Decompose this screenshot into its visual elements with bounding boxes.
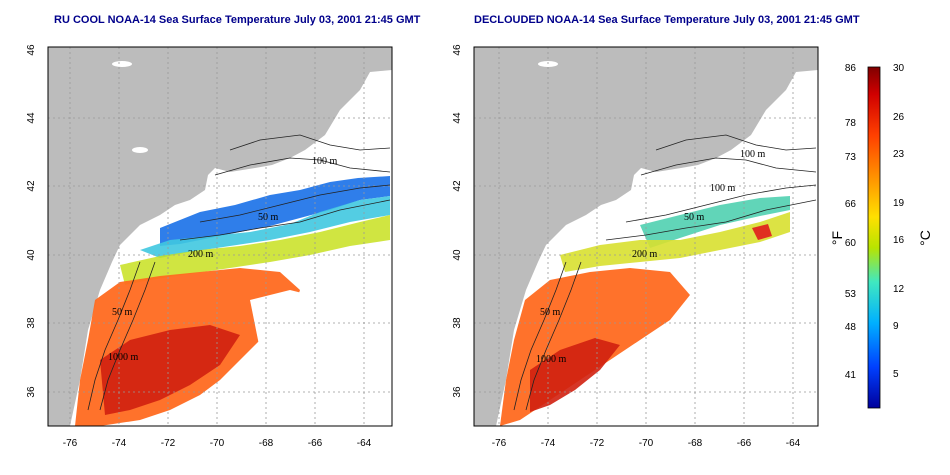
- colorbar-c-tick: 5: [893, 369, 899, 380]
- left-cloud-patch: [250, 290, 340, 370]
- right-map-panel: DECLOUDED NOAA-14 Sea Surface Temperatur…: [452, 14, 860, 449]
- right-lat-tick: 42: [452, 180, 463, 192]
- right-sst-cool-band: [640, 196, 790, 248]
- left-contour-label-2: 50 m: [258, 212, 279, 223]
- left-lat-tick: 46: [26, 44, 37, 56]
- right-lon-tick: -68: [688, 438, 703, 449]
- colorbar-fahrenheit-label: °F: [829, 231, 845, 245]
- left-lake-2: [132, 147, 148, 153]
- colorbar-f-tick: 48: [845, 322, 857, 333]
- left-lon-tick: -74: [112, 438, 127, 449]
- left-map-frame: [47, 46, 393, 427]
- right-bathymetry: [513, 134, 817, 411]
- left-lon-ticks: -76 -74 -72 -70 -68 -66 -64: [63, 438, 372, 449]
- right-contour-label-2: 100 m: [710, 183, 736, 194]
- left-lat-tick: 36: [26, 386, 37, 398]
- right-lat-tick: 44: [452, 112, 463, 124]
- colorbar-f-tick: 73: [845, 152, 857, 163]
- right-contour-label-5: 50 m: [540, 307, 561, 318]
- colorbar-gradient: [867, 66, 881, 409]
- right-lon-ticks: -76 -74 -72 -70 -68 -66 -64: [492, 438, 801, 449]
- left-contour-label-1: 100 m: [312, 156, 338, 167]
- left-sst-cool-band: [140, 196, 390, 258]
- left-lon-tick: -70: [210, 438, 225, 449]
- right-contour-label-3: 50 m: [684, 212, 705, 223]
- left-sst-mild-band: [120, 215, 390, 285]
- right-sst-hot-spot: [752, 224, 772, 240]
- left-contour-label-5: 1000 m: [108, 352, 139, 363]
- left-lon-tick: -76: [63, 438, 78, 449]
- right-lon-tick: -70: [639, 438, 654, 449]
- right-lon-tick: -72: [590, 438, 605, 449]
- colorbar-f-ticks: 86 78 73 66 60 53 48 41: [845, 63, 857, 381]
- right-sst-mild-band: [560, 212, 790, 272]
- right-graticule: [474, 47, 818, 426]
- left-lat-tick: 42: [26, 180, 37, 192]
- colorbar-c-tick: 9: [893, 321, 899, 332]
- colorbar: 86 78 73 66 60 53 48 41 30 26 23 19 16 1…: [829, 63, 933, 409]
- colorbar-celsius-label: °C: [917, 230, 933, 246]
- right-lat-tick: 38: [452, 317, 463, 329]
- right-lat-ticks: 46 44 42 40 38 36: [452, 44, 463, 398]
- left-bathymetry: [87, 134, 391, 411]
- right-lon-tick: -74: [541, 438, 556, 449]
- left-lake: [112, 61, 132, 67]
- left-map-panel: RU COOL NOAA-14 Sea Surface Temperature …: [26, 14, 421, 449]
- left-contour-label-3: 200 m: [188, 249, 214, 260]
- left-lat-tick: 44: [26, 112, 37, 124]
- colorbar-c-tick: 16: [893, 235, 905, 246]
- left-lat-ticks: 46 44 42 40 38 36: [26, 44, 37, 398]
- right-landmass: [474, 47, 818, 426]
- right-contour-label-6: 1000 m: [536, 354, 567, 365]
- colorbar-c-tick: 30: [893, 63, 905, 74]
- right-contour-label-1: 100 m: [740, 149, 766, 160]
- left-sst-cold-band: [160, 176, 390, 246]
- right-lat-tick: 36: [452, 386, 463, 398]
- left-landmass: [48, 47, 392, 426]
- colorbar-f-tick: 66: [845, 199, 857, 210]
- left-lon-tick: -66: [308, 438, 323, 449]
- right-lat-tick: 46: [452, 44, 463, 56]
- colorbar-f-tick: 53: [845, 289, 857, 300]
- colorbar-c-tick: 23: [893, 149, 905, 160]
- colorbar-f-tick: 60: [845, 238, 857, 249]
- colorbar-c-tick: 12: [893, 284, 905, 295]
- colorbar-c-tick: 26: [893, 112, 905, 123]
- left-contour-label-4: 50 m: [112, 307, 133, 318]
- left-nova-scotia: [290, 78, 345, 128]
- left-lat-tick: 38: [26, 317, 37, 329]
- colorbar-c-tick: 19: [893, 198, 905, 209]
- left-lon-tick: -72: [161, 438, 176, 449]
- right-sst-hot-core: [530, 338, 620, 412]
- colorbar-f-tick: 41: [845, 370, 857, 381]
- right-lat-tick: 40: [452, 249, 463, 261]
- left-lon-tick: -68: [259, 438, 274, 449]
- left-lat-tick: 40: [26, 249, 37, 261]
- right-map-frame: [473, 46, 819, 427]
- right-lon-tick: -64: [786, 438, 801, 449]
- right-nova-scotia: [716, 78, 771, 128]
- left-panel-title: RU COOL NOAA-14 Sea Surface Temperature …: [54, 14, 421, 26]
- colorbar-f-tick: 78: [845, 118, 857, 129]
- left-sst-hot-core: [100, 325, 240, 415]
- right-lon-tick: -66: [737, 438, 752, 449]
- right-panel-title: DECLOUDED NOAA-14 Sea Surface Temperatur…: [474, 14, 860, 26]
- colorbar-c-ticks: 30 26 23 19 16 12 9 5: [893, 63, 905, 380]
- right-contour-label-4: 200 m: [632, 249, 658, 260]
- left-graticule: [48, 47, 392, 426]
- left-lon-tick: -64: [357, 438, 372, 449]
- colorbar-f-tick: 86: [845, 63, 857, 74]
- right-lon-tick: -76: [492, 438, 507, 449]
